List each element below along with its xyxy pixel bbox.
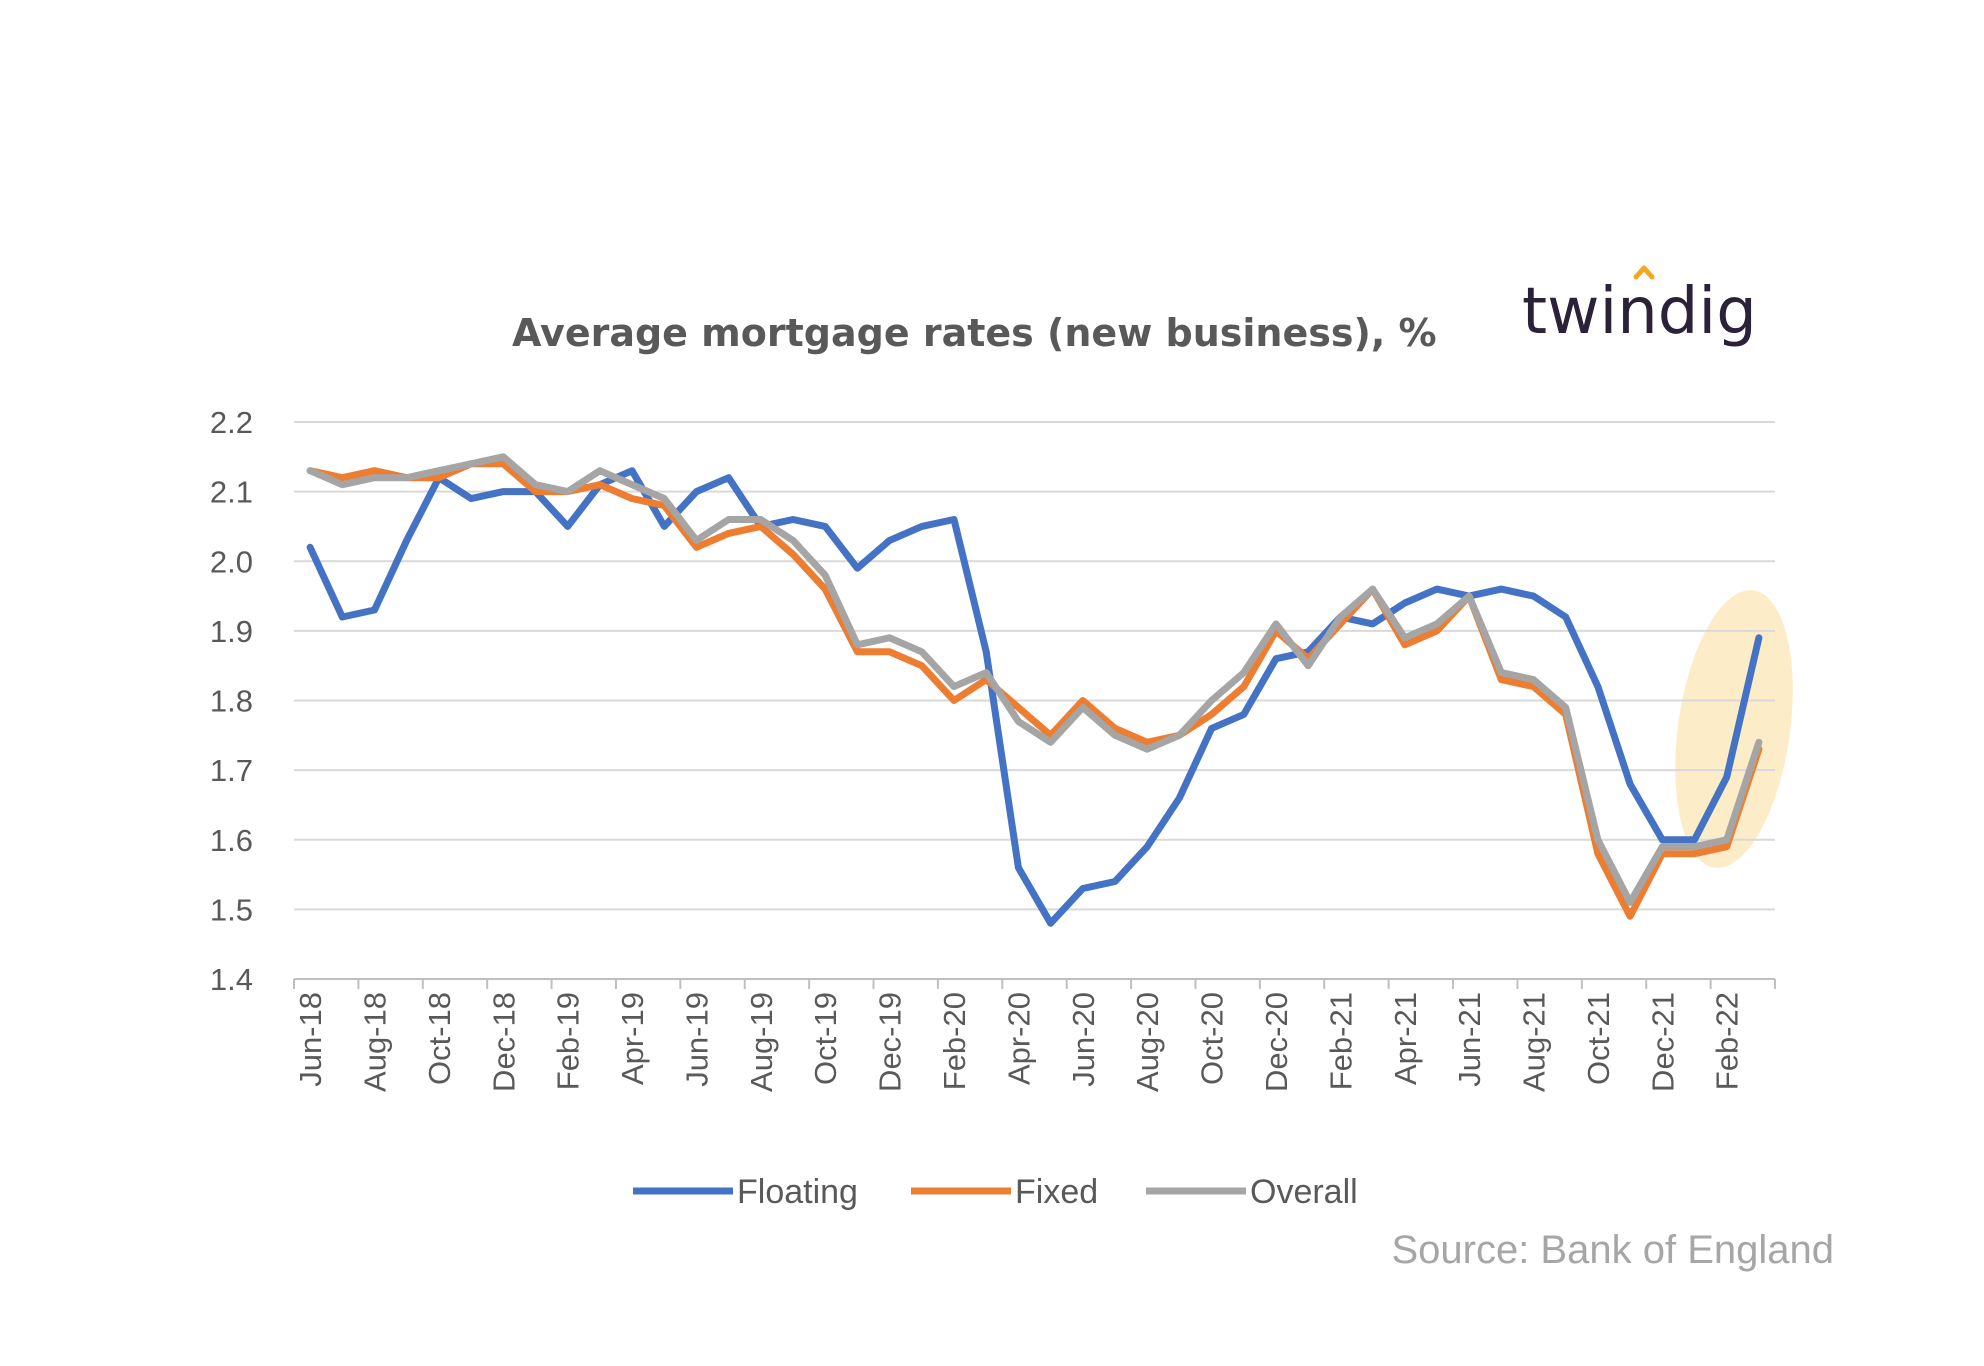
x-tick-label: Oct-21 (1581, 992, 1616, 1085)
chart-title: Average mortgage rates (new business), % (512, 311, 1437, 355)
legend-item-overall: Overall (1146, 1173, 1358, 1211)
logo-accent-icon (1633, 265, 1655, 280)
legend-label-floating: Floating (737, 1173, 858, 1211)
legend: Floating Fixed Overall (633, 1173, 1358, 1211)
x-tick-label: Oct-19 (808, 992, 843, 1085)
legend-item-fixed: Fixed (911, 1173, 1098, 1211)
x-tick-label: Dec-19 (873, 992, 908, 1092)
x-axis: Jun-18 Aug-18 Oct-18 Dec-18 Feb-19 Apr-19 Jun-… (293, 978, 1776, 1092)
x-tick-label: Dec-18 (486, 992, 521, 1092)
x-tick-label: Feb-21 (1323, 992, 1358, 1090)
x-tick-label: Feb-20 (937, 992, 972, 1090)
x-tick-label: Feb-22 (1710, 992, 1745, 1090)
y-tick-label: 1.8 (210, 684, 253, 719)
y-tick-label: 1.4 (210, 962, 253, 997)
x-tick-label: Aug-21 (1517, 992, 1552, 1092)
logo-text: twindig (1522, 275, 1757, 349)
x-tick-label: Jun-18 (293, 992, 328, 1087)
legend-label-overall: Overall (1250, 1173, 1358, 1211)
y-tick-label: 1.7 (210, 753, 253, 788)
source-note: Source: Bank of England (1391, 1228, 1834, 1272)
x-tick-label: Aug-20 (1130, 992, 1165, 1092)
x-tick-label: Apr-21 (1388, 992, 1423, 1085)
x-tick-label: Jun-20 (1066, 992, 1101, 1087)
x-tick-label: Feb-19 (551, 992, 586, 1090)
x-tick-label: Apr-19 (615, 992, 650, 1085)
x-tick-label: Jun-19 (679, 992, 714, 1087)
y-tick-label: 2.2 (210, 405, 253, 440)
y-tick-label: 2.0 (210, 544, 253, 579)
series-lines (306, 453, 1763, 927)
series-line-floating (306, 467, 1763, 927)
gridlines (294, 421, 1775, 911)
y-tick-label: 1.6 (210, 823, 253, 858)
x-tick-label: Apr-20 (1001, 992, 1036, 1085)
y-tick-label: 1.5 (210, 892, 253, 927)
x-tick-label: Aug-19 (744, 992, 779, 1092)
y-axis-ticks: 1.4 1.5 1.6 1.7 1.8 1.9 2.0 2.1 2.2 (210, 405, 253, 997)
x-tick-label: Aug-18 (357, 992, 392, 1092)
x-tick-label: Dec-21 (1645, 992, 1680, 1092)
twindig-logo: twindig (1522, 265, 1757, 349)
x-tick-label: Oct-20 (1195, 992, 1230, 1085)
x-tick-label: Jun-21 (1452, 992, 1487, 1087)
x-tick-label: Dec-20 (1259, 992, 1294, 1092)
series-line-overall (306, 453, 1763, 906)
legend-label-fixed: Fixed (1015, 1173, 1098, 1211)
highlight-ellipse (1675, 590, 1793, 868)
legend-item-floating: Floating (633, 1173, 858, 1211)
y-tick-label: 2.1 (210, 475, 253, 510)
y-tick-label: 1.9 (210, 614, 253, 649)
x-tick-label: Oct-18 (422, 992, 457, 1085)
